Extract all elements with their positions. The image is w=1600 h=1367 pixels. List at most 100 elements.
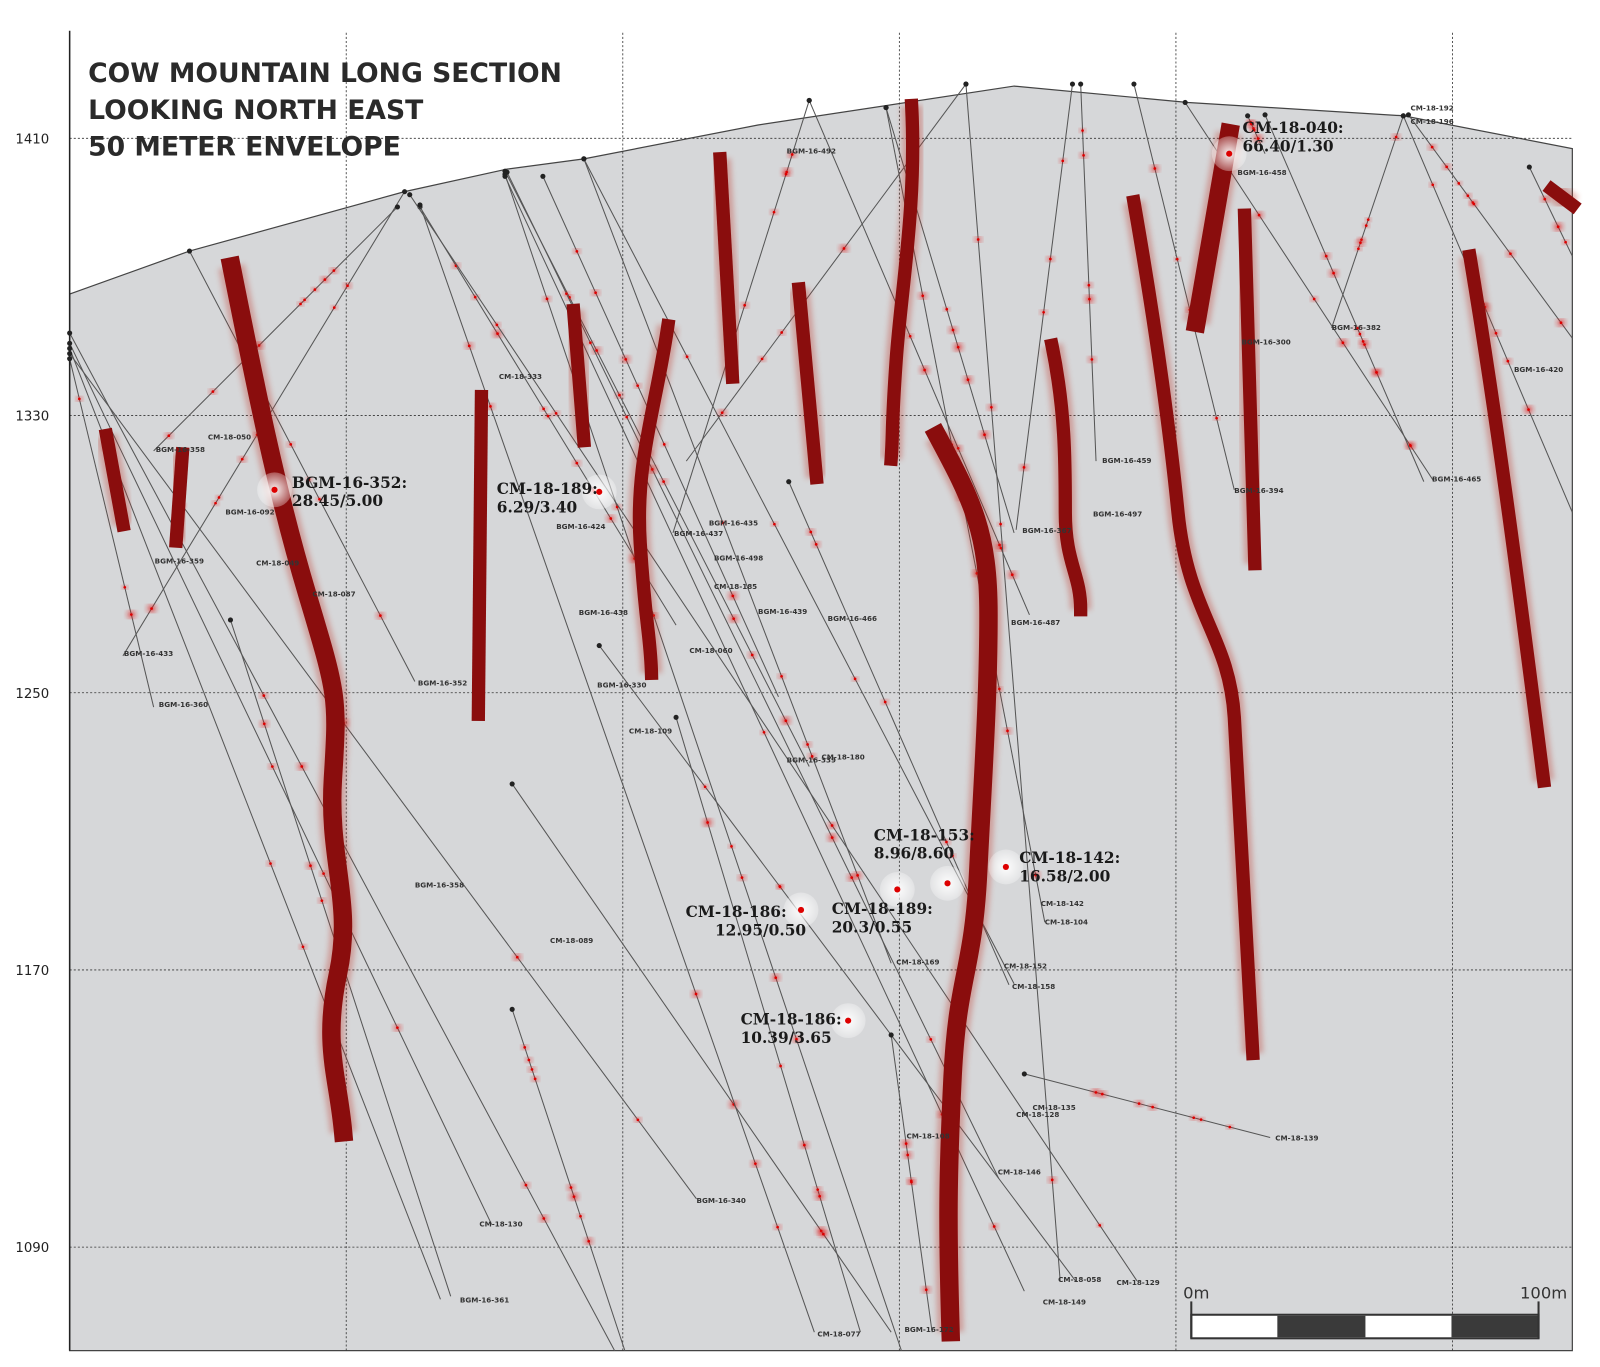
assay-dot (1228, 1125, 1232, 1129)
assay-dot (945, 307, 949, 311)
assay-dot (790, 153, 794, 156)
assay-dot (1466, 194, 1470, 198)
hole-label: BGM-16-498 (714, 554, 763, 563)
hole-label: BGM-16-358 (415, 880, 464, 889)
assay-dot (332, 269, 336, 272)
assay-dot (904, 1142, 908, 1145)
zone (98, 427, 131, 533)
assay-dot (301, 945, 305, 949)
hole-label: CM-18-149 (1043, 1297, 1086, 1306)
assay-dot (966, 378, 970, 382)
assay-dot (850, 876, 854, 879)
drill-hole (1331, 115, 1404, 329)
assay-dot (495, 323, 499, 327)
assay-dot (822, 1232, 825, 1236)
collar (1405, 112, 1412, 118)
zone (1237, 208, 1262, 571)
collar (227, 617, 234, 623)
assay-dot (307, 478, 311, 481)
hole-label: CM-18-108 (907, 1131, 950, 1140)
hole-label: BGM-16-367 (1022, 526, 1071, 535)
hole-label: CM-18-058 (1058, 1275, 1101, 1284)
assay-dot (1564, 240, 1567, 244)
assay-dot (976, 238, 980, 241)
assay-dot (289, 443, 293, 446)
assay-dot (732, 617, 735, 620)
zone (1126, 194, 1260, 1061)
intercept-dot (944, 880, 951, 887)
drill-hole (189, 250, 416, 682)
assay-dot (1153, 167, 1157, 170)
assay-dot (515, 955, 519, 959)
assay-dot (1408, 443, 1412, 447)
hole-label: CM-18-180 (822, 752, 865, 761)
collar (402, 189, 408, 195)
assay-dot (1088, 297, 1091, 301)
assay-dot (760, 357, 764, 361)
intercept-result: 10.39/3.65 (741, 1029, 832, 1047)
assay-dot (299, 302, 302, 306)
assay-dot (842, 247, 846, 250)
hole-label: BGM-16-439 (758, 607, 807, 616)
hole-label: CM-18-135 (1033, 1103, 1076, 1112)
assay-dot (1022, 466, 1026, 469)
zone (1542, 180, 1582, 215)
hole-label: CM-18-130 (479, 1220, 522, 1229)
drill-hole (1264, 114, 1425, 482)
hole-label: CM-18-128 (1016, 1110, 1059, 1119)
assay-dot (150, 607, 153, 610)
elevation-label: 1170 (15, 964, 49, 979)
assay-dot (542, 407, 545, 411)
zone (713, 151, 740, 385)
assay-dot (945, 840, 948, 844)
assay-dot (625, 415, 629, 419)
assay-dot (332, 306, 336, 309)
assay-dot (1364, 224, 1368, 227)
hole-label: BGM-16-438 (579, 608, 628, 617)
intercept-dot (271, 486, 278, 493)
hole-label: CM-18-089 (550, 936, 593, 945)
assay-dot (624, 357, 628, 361)
hole-label: BGM-16-382 (1332, 323, 1381, 332)
assay-dot (1100, 1092, 1104, 1096)
hole-label: BGM-16-339 (787, 755, 836, 764)
hole-label: CM-18-185 (714, 582, 757, 591)
assay-dot (750, 653, 754, 657)
assay-dot (910, 1180, 913, 1184)
hole-label: BGM-16-359 (155, 557, 204, 566)
assay-dot (609, 517, 613, 520)
assay-dot (1472, 202, 1476, 206)
assay-dot (773, 522, 776, 526)
hole-label: CM-18-158 (1012, 982, 1055, 991)
hole-label: CM-18-109 (629, 727, 672, 736)
assay-dot (1356, 326, 1359, 330)
drill-hole (69, 343, 493, 1225)
grid: 1410 1330 1250 1170 1090 (15, 32, 1573, 1351)
assay-dot (1034, 873, 1037, 877)
assay-dot (1090, 358, 1094, 361)
assay-dot (523, 1046, 527, 1049)
assay-dot (814, 542, 818, 546)
assay-dot (1082, 154, 1085, 157)
assay-dot (123, 585, 127, 589)
collar (394, 204, 400, 210)
assay-dot (1151, 1105, 1154, 1109)
assay-dot (1357, 247, 1360, 251)
assay-dot (816, 1188, 820, 1192)
collar (673, 714, 679, 720)
drill-hole (511, 783, 892, 1333)
assay-dot (318, 497, 321, 501)
assay-dot (1087, 283, 1091, 287)
assay-dot (269, 862, 272, 865)
assay-dot (595, 349, 598, 352)
hole-label: CM-18-087 (312, 589, 355, 598)
hole-label: BGM-16-340 (697, 1196, 746, 1205)
hole-label: BGM-16-420 (1514, 365, 1563, 374)
assay-dot (1341, 341, 1345, 345)
intercept-dot (797, 906, 805, 914)
assay-dot (1312, 297, 1316, 301)
assay-dot (575, 461, 579, 465)
zone (220, 255, 354, 1143)
assay-dot (346, 284, 349, 288)
collar (1262, 112, 1268, 118)
